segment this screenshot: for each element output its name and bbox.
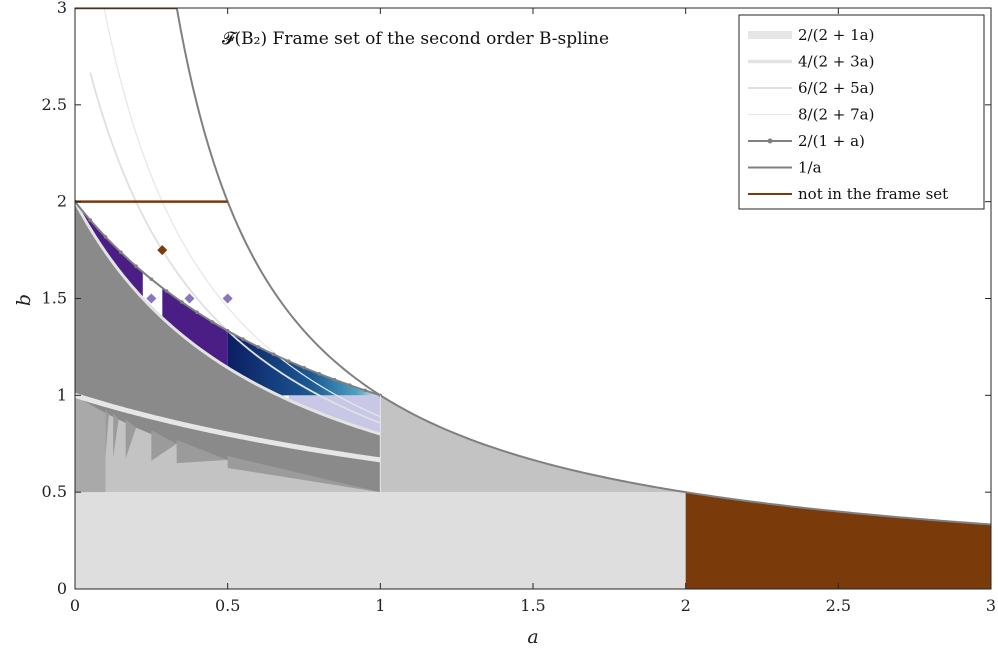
region-light-base — [75, 492, 686, 589]
diamond-point-1 — [184, 293, 195, 304]
x-tick-label: 1 — [375, 596, 385, 615]
curve-2-over-1-plus-a-dot — [363, 388, 367, 393]
curve-1-over-a — [175, 8, 991, 526]
curve-2-over-1-plus-a-dot — [225, 328, 230, 333]
region-navy — [227, 330, 381, 396]
y-tick-label: 1.5 — [42, 289, 67, 308]
diamond-point-2 — [222, 293, 233, 304]
legend: 2/(2 + 1a) 4/(2 + 3a) 6/(2 + 5a) 8/(2 + 7a)… — [738, 14, 985, 210]
curve-2-over-1-plus-a-dot — [134, 264, 138, 269]
curve-2-over-1-plus-a-dot — [88, 218, 93, 222]
y-tick-label: 0.5 — [42, 482, 67, 501]
legend-label: 1/a — [798, 159, 822, 177]
curve-6-over-2-plus-5a — [89, 72, 381, 424]
markers-layer — [146, 245, 233, 304]
diamond-point-0 — [146, 293, 157, 304]
region-purple-1 — [162, 287, 228, 368]
x-tick-label: 2 — [681, 596, 691, 615]
x-tick-label: 1.5 — [520, 596, 545, 615]
y-tick-label: 3 — [57, 0, 67, 17]
region-tooth-4 — [176, 439, 228, 464]
region-tooth-5 — [227, 456, 381, 493]
legend-swatch-dot — [767, 138, 773, 144]
curve-2-over-1-plus-a-dot — [119, 250, 123, 254]
y-tick-label: 2.5 — [42, 95, 67, 114]
y-axis-label: b — [13, 294, 35, 306]
not-in-frame-point-0 — [157, 245, 168, 256]
curve-2-over-1-plus-a-dot — [210, 320, 215, 324]
plot-area — [75, 8, 991, 589]
x-axis-label: a — [527, 626, 538, 648]
legend-box — [738, 14, 985, 210]
legend-label: not in the frame set — [798, 185, 948, 203]
curve-2-over-1-plus-a-dot — [195, 310, 199, 315]
x-tick-label: 2.5 — [826, 596, 851, 615]
x-tick-label: 0.5 — [215, 596, 240, 615]
x-tick-label: 0 — [70, 596, 80, 615]
curve-8-over-2-plus-7a — [103, 8, 381, 418]
curve-2-over-1-plus-a-dot — [180, 300, 184, 304]
legend-label: 2/(2 + 1a) — [798, 26, 874, 44]
curve-2-over-1-plus-a-dot — [286, 359, 291, 363]
region-dark-gray-band — [75, 201, 381, 493]
tick-labels: 0 0.5 1 1.5 2 2.5 3 0 0.5 1 1.5 2 2.5 3 — [42, 0, 997, 615]
curve-2-over-1-plus-a-dot — [348, 383, 352, 387]
legend-label: 8/(2 + 7a) — [798, 106, 874, 124]
region-purple-0 — [75, 201, 143, 299]
y-tick-label: 0 — [57, 579, 67, 598]
curve-2-over-1-plus-a-dot — [241, 337, 245, 341]
curve-2-over-1-plus-a-dot — [164, 289, 169, 293]
legend-label: 2/(1 + a) — [798, 132, 865, 150]
legend-label: 6/(2 + 5a) — [798, 79, 874, 97]
curve-2-over-1-plus-a-dot — [317, 372, 322, 376]
region-tooth-2 — [125, 419, 137, 459]
curves-layer — [75, 8, 991, 526]
y-tick-label: 2 — [57, 192, 67, 211]
legend-label: 4/(2 + 3a) — [798, 53, 874, 71]
legend-items: 2/(2 + 1a) 4/(2 + 3a) 6/(2 + 5a) 8/(2 + 7a)… — [748, 26, 948, 203]
region-tooth-3 — [151, 430, 177, 461]
curve-2-over-1-plus-a-dot — [149, 277, 154, 281]
curve-2-over-2-plus-a — [75, 392, 381, 463]
chart-title: 𝓕(B₂) Frame set of the second order B-sp… — [222, 29, 609, 49]
curve-4-over-2-plus-3a — [75, 200, 381, 436]
curve-2-over-1-plus-a-dot — [256, 345, 261, 349]
region-tooth-0 — [105, 409, 109, 457]
region-mid-gray-right — [380, 395, 686, 493]
region-gray-strip — [75, 395, 106, 493]
curve-2-over-1-plus-a-dot — [103, 235, 108, 239]
regions-layer — [75, 201, 991, 589]
y-tick-label: 1 — [57, 385, 67, 404]
ticks-layer — [74, 7, 992, 590]
region-tooth-1 — [113, 412, 119, 458]
curve-2-over-1-plus-a-dot — [302, 365, 306, 370]
x-tick-label: 3 — [986, 596, 996, 615]
region-not-in-frame-set — [685, 492, 991, 589]
curve-2-over-1-plus-a-dot — [332, 377, 337, 382]
curve-2-over-1-plus-a-dot — [271, 352, 276, 357]
region-lavender-strip — [288, 395, 381, 435]
